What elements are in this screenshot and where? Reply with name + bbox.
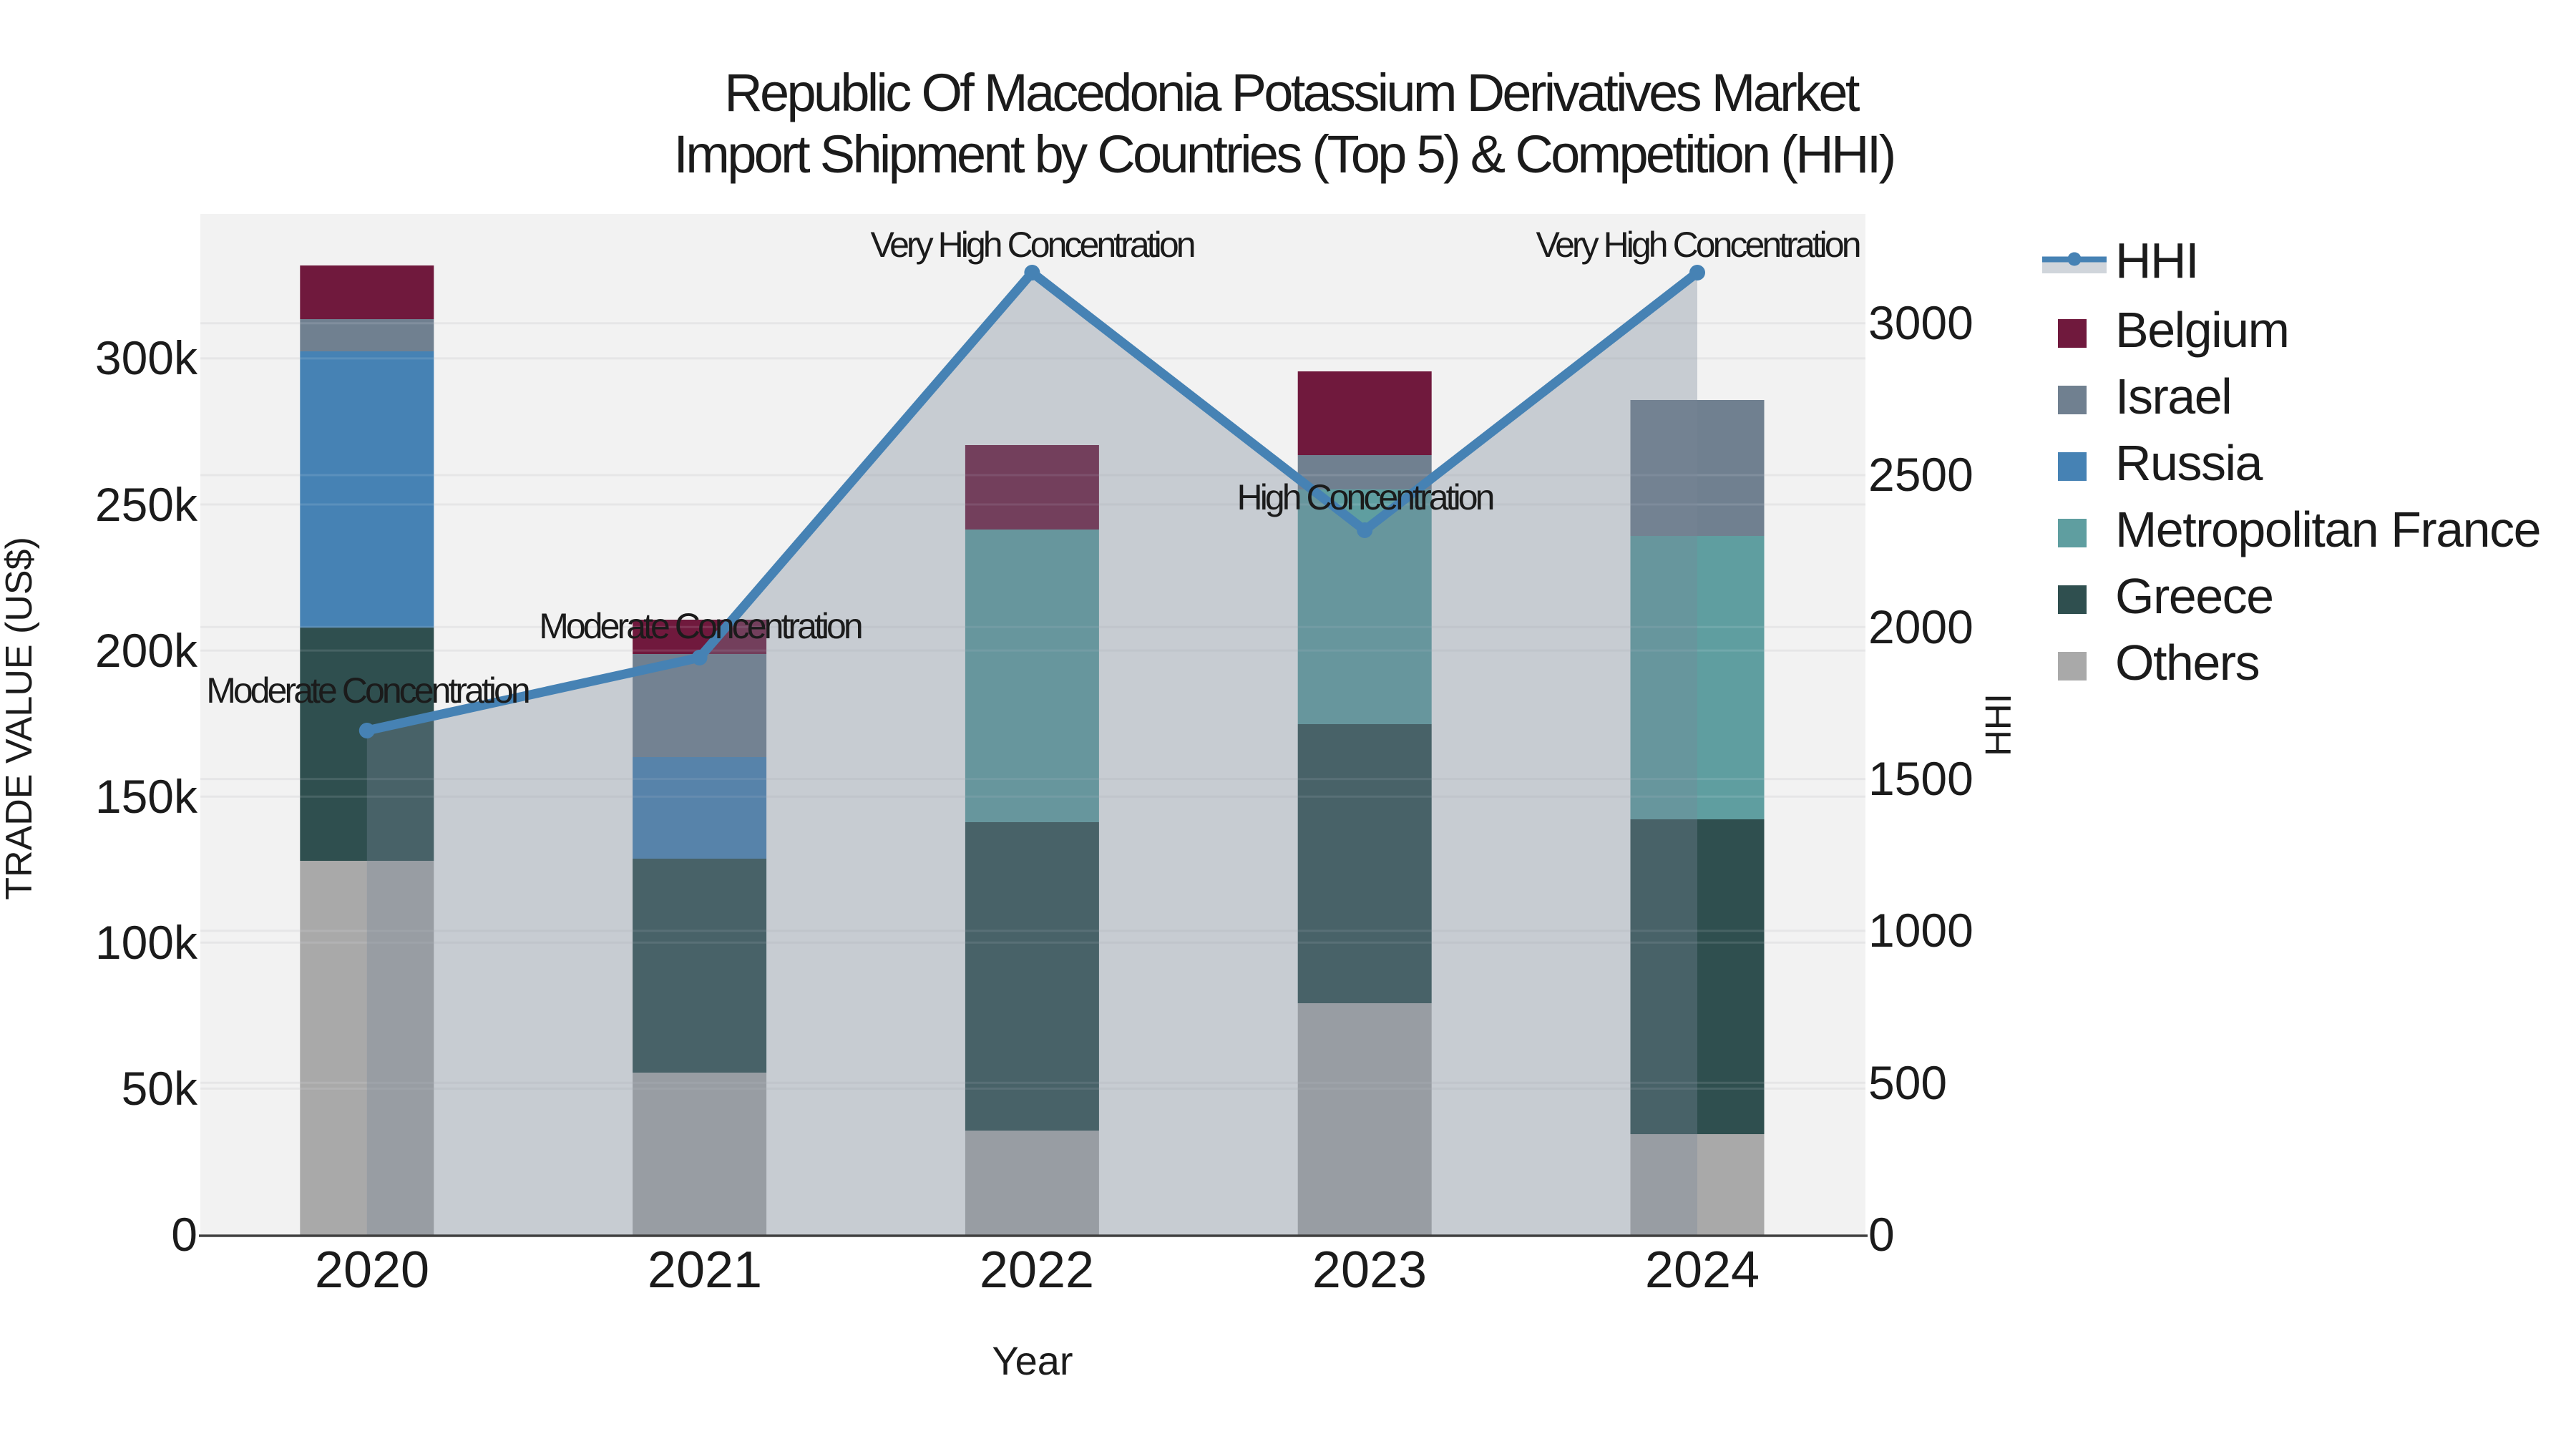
svg-text:Metropolitan France: Metropolitan France: [2115, 502, 2540, 557]
svg-text:High Concentration: High Concentration: [1237, 477, 1493, 517]
svg-text:2500: 2500: [1868, 448, 1974, 501]
svg-text:Others: Others: [2115, 635, 2259, 691]
svg-text:2021: 2021: [648, 1241, 762, 1299]
svg-text:2000: 2000: [1868, 600, 1974, 653]
svg-text:250k: 250k: [95, 478, 198, 531]
svg-text:50k: 50k: [122, 1062, 198, 1115]
svg-text:Moderate Concentration: Moderate Concentration: [539, 606, 862, 646]
svg-text:Israel: Israel: [2115, 369, 2231, 424]
svg-text:TRADE VALUE (US$): TRADE VALUE (US$): [0, 537, 40, 900]
svg-text:Very High Concentration: Very High Concentration: [1536, 225, 1859, 265]
svg-text:300k: 300k: [95, 331, 198, 384]
svg-text:3000: 3000: [1868, 296, 1974, 349]
svg-text:100k: 100k: [95, 916, 198, 969]
svg-text:Very High Concentration: Very High Concentration: [870, 225, 1194, 265]
svg-text:2022: 2022: [980, 1241, 1094, 1299]
svg-text:2023: 2023: [1312, 1241, 1427, 1299]
svg-text:Moderate Concentration: Moderate Concentration: [206, 670, 529, 711]
svg-text:200k: 200k: [95, 624, 198, 677]
svg-text:Republic Of Macedonia Potassiu: Republic Of Macedonia Potassium Derivati…: [724, 63, 1860, 122]
svg-text:HHI: HHI: [2115, 233, 2198, 288]
svg-text:2024: 2024: [1645, 1241, 1760, 1299]
svg-text:1500: 1500: [1868, 752, 1974, 805]
svg-text:1000: 1000: [1868, 904, 1974, 957]
svg-text:Greece: Greece: [2115, 568, 2273, 624]
svg-text:500: 500: [1868, 1056, 1947, 1109]
svg-text:0: 0: [1868, 1208, 1895, 1261]
svg-text:150k: 150k: [95, 770, 198, 823]
svg-text:Russia: Russia: [2115, 435, 2263, 491]
svg-text:2020: 2020: [315, 1241, 429, 1299]
svg-text:0: 0: [171, 1208, 197, 1261]
svg-text:Year: Year: [992, 1338, 1073, 1383]
svg-text:Belgium: Belgium: [2115, 302, 2288, 358]
svg-text:HHI: HHI: [1978, 693, 2019, 756]
svg-text:Import Shipment by Countries (: Import Shipment by Countries (Top 5) & C…: [673, 125, 1893, 184]
